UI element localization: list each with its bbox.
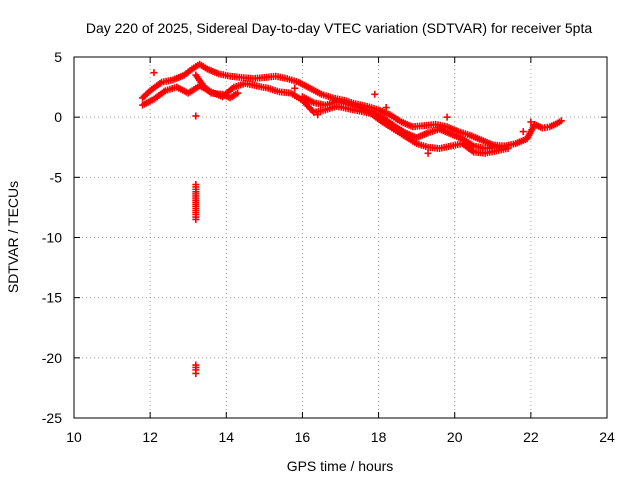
data-point-marker <box>206 88 214 96</box>
data-point-marker <box>443 113 451 121</box>
x-tick-label: 12 <box>142 429 158 445</box>
data-point-marker <box>519 128 527 136</box>
data-point-marker <box>527 118 535 126</box>
data-point-marker <box>150 69 158 77</box>
x-tick-label: 14 <box>218 429 234 445</box>
chart-title: Day 220 of 2025, Sidereal Day-to-day VTE… <box>86 20 593 36</box>
data-point-marker <box>192 112 200 120</box>
data-point-marker <box>557 117 565 125</box>
y-tick-label: -15 <box>42 290 62 306</box>
data-point-marker <box>424 149 432 157</box>
x-tick-label: 24 <box>599 429 615 445</box>
data-point-marker <box>192 369 200 377</box>
axis-ticks: 10 12 14 16 18 20 22 24 5 0 -5 -10 -15 -20 -25 <box>42 49 615 445</box>
y-axis-label: SDTVAR / TECUs <box>5 181 21 293</box>
data-point-marker <box>291 84 299 92</box>
y-tick-label: 0 <box>54 109 62 125</box>
x-axis-label: GPS time / hours <box>287 458 394 474</box>
data-point-marker <box>371 90 379 98</box>
data-point-marker <box>308 107 316 115</box>
y-tick-label: -25 <box>42 410 62 426</box>
grid-lines <box>74 57 607 418</box>
data-point-marker <box>314 111 322 119</box>
data-point-marker <box>234 89 242 97</box>
plot-frame <box>73 56 608 419</box>
x-tick-label: 22 <box>523 429 539 445</box>
data-point-marker <box>504 144 512 152</box>
data-point-marker <box>382 104 390 112</box>
y-tick-label: -5 <box>50 169 63 185</box>
y-tick-label: -20 <box>42 350 62 366</box>
data-point-marker <box>192 215 200 223</box>
x-tick-label: 20 <box>447 429 463 445</box>
y-tick-label: -10 <box>42 230 62 246</box>
data-points <box>139 60 565 377</box>
x-tick-label: 10 <box>66 429 82 445</box>
x-tick-label: 16 <box>295 429 311 445</box>
data-point-marker <box>493 143 501 151</box>
x-tick-label: 18 <box>371 429 387 445</box>
y-tick-label: 5 <box>54 49 62 65</box>
